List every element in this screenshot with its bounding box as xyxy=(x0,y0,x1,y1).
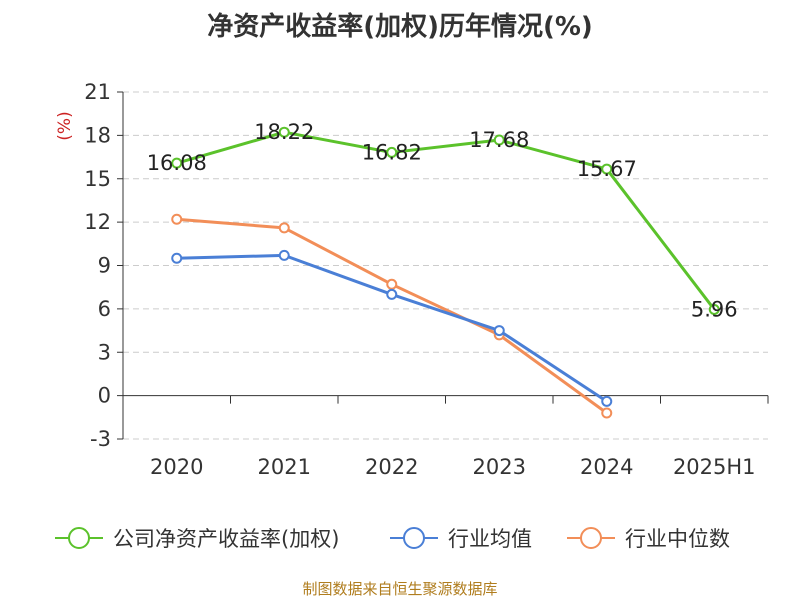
legend-marker[interactable] xyxy=(403,527,425,549)
data-point[interactable] xyxy=(601,395,613,407)
x-tick-label: 2021 xyxy=(258,455,311,479)
y-tick-label: 6 xyxy=(98,297,111,321)
data-label: 18.22 xyxy=(254,120,314,144)
data-point[interactable] xyxy=(386,278,398,290)
series-lines xyxy=(171,126,720,419)
y-tick-label: 18 xyxy=(84,123,111,147)
chart-title: 净资产收益率(加权)历年情况(%) xyxy=(207,12,593,42)
x-tick-label: 2024 xyxy=(580,455,633,479)
series-line xyxy=(176,217,608,415)
data-point[interactable] xyxy=(171,157,183,169)
legend[interactable]: 公司净资产收益率(加权) 行业均值 行业中位数 xyxy=(55,527,730,551)
data-point[interactable] xyxy=(493,134,505,146)
y-tick-label: -3 xyxy=(90,427,111,451)
legend-label[interactable]: 公司净资产收益率(加权) xyxy=(113,527,339,551)
data-point[interactable] xyxy=(601,407,613,419)
series-line xyxy=(176,253,608,403)
data-label: 17.68 xyxy=(469,128,529,152)
data-point[interactable] xyxy=(171,252,183,264)
x-tick-label: 2023 xyxy=(473,455,526,479)
data-label: 16.08 xyxy=(147,151,207,175)
legend-marker[interactable] xyxy=(580,527,602,549)
data-point[interactable] xyxy=(278,126,290,138)
y-tick-label: 15 xyxy=(84,167,111,191)
data-point[interactable] xyxy=(601,163,613,175)
source-note: 制图数据来自恒生聚源数据库 xyxy=(302,580,498,598)
x-tick-label: 2025H1 xyxy=(673,455,756,479)
series-line xyxy=(176,130,716,311)
data-label: 16.82 xyxy=(362,140,422,164)
y-tick-label: 0 xyxy=(98,384,111,408)
data-point[interactable] xyxy=(278,249,290,261)
y-tick-label: 21 xyxy=(84,80,111,104)
data-label: 15.67 xyxy=(577,157,637,181)
x-tick-label: 2020 xyxy=(150,455,203,479)
data-point[interactable] xyxy=(708,303,720,315)
y-axis-label: (%) xyxy=(55,111,75,140)
grid-lines xyxy=(123,91,768,440)
data-point[interactable] xyxy=(278,222,290,234)
legend-marker[interactable] xyxy=(68,527,90,549)
axes: -3 0 3 6 9 12 15 18 21 2020 2021 2022 2023 2024 2025H1… xyxy=(55,80,769,479)
data-point[interactable] xyxy=(493,325,505,337)
data-point[interactable] xyxy=(171,213,183,225)
y-tick-label: 9 xyxy=(98,254,111,278)
data-labels: 16.08 18.22 16.82 17.68 15.67 5.96 xyxy=(147,120,738,321)
data-point[interactable] xyxy=(386,146,398,158)
y-tick-label: 12 xyxy=(84,210,111,234)
legend-label[interactable]: 行业中位数 xyxy=(625,527,730,551)
data-label: 5.96 xyxy=(691,297,738,321)
legend-label[interactable]: 行业均值 xyxy=(448,527,532,551)
x-tick-label: 2022 xyxy=(365,455,418,479)
y-tick-label: 3 xyxy=(98,340,111,364)
data-point[interactable] xyxy=(386,288,398,300)
